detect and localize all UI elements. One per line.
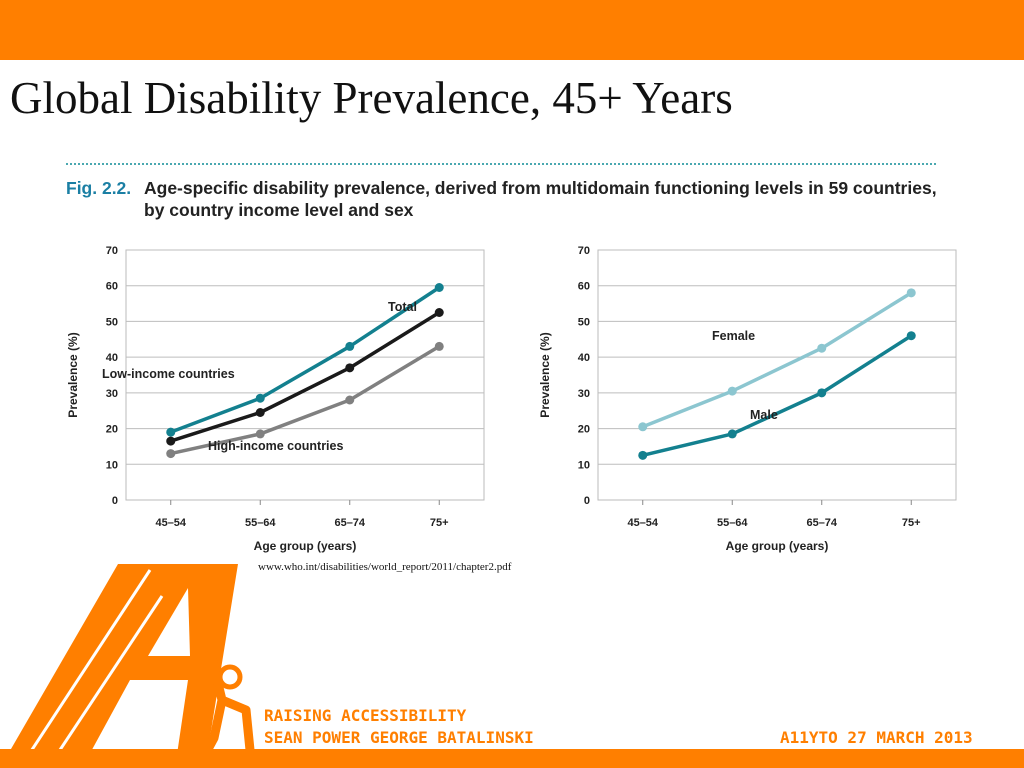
data-point bbox=[345, 363, 355, 373]
y-tick-label: 60 bbox=[106, 281, 118, 293]
source-url: www.who.int/disabilities/world_report/20… bbox=[258, 561, 512, 573]
data-point bbox=[727, 429, 737, 439]
y-tick-label: 70 bbox=[578, 245, 590, 257]
data-point bbox=[166, 427, 176, 437]
data-point bbox=[345, 395, 355, 405]
y-tick-label: 20 bbox=[106, 424, 118, 436]
data-point bbox=[255, 429, 265, 439]
data-point bbox=[638, 422, 648, 432]
figure-caption-text: Age-specific disability prevalence, deri… bbox=[144, 178, 937, 220]
data-point bbox=[434, 308, 444, 317]
x-axis-label: Age group (years) bbox=[254, 539, 357, 553]
figure-number: Fig. 2.2. bbox=[66, 178, 132, 198]
x-tick-label: 45–54 bbox=[155, 517, 186, 529]
y-tick-label: 40 bbox=[578, 352, 590, 364]
data-point bbox=[345, 341, 355, 351]
y-axis-label: Prevalence (%) bbox=[66, 332, 80, 417]
data-point bbox=[434, 341, 444, 351]
x-tick-label: 75+ bbox=[902, 517, 921, 529]
series-label: Total bbox=[388, 300, 417, 314]
y-axis-label: Prevalence (%) bbox=[538, 332, 552, 417]
footer-event-date: A11YTO 27 MARCH 2013 bbox=[780, 728, 973, 747]
y-tick-label: 30 bbox=[106, 388, 118, 400]
figure-divider bbox=[66, 163, 936, 165]
data-point bbox=[638, 450, 648, 460]
data-point bbox=[255, 408, 265, 417]
y-tick-label: 10 bbox=[578, 459, 590, 471]
series-label: Low-income countries bbox=[102, 367, 235, 381]
series-label: High-income countries bbox=[208, 439, 343, 453]
data-point bbox=[906, 331, 916, 341]
chart-sex: 0 10 20 30 40 50 60 70 45–54 55–64 65–74 75+ Age gro… bbox=[538, 245, 957, 553]
data-point bbox=[255, 393, 265, 403]
y-tick-label: 60 bbox=[578, 281, 590, 293]
series-line bbox=[642, 291, 913, 429]
accessibility-a-logo-icon bbox=[0, 564, 255, 768]
x-axis-label: Age group (years) bbox=[726, 539, 829, 553]
y-tick-label: 10 bbox=[106, 459, 118, 471]
x-tick-label: 45–54 bbox=[627, 517, 658, 529]
series-line bbox=[642, 334, 913, 458]
series-line bbox=[170, 344, 441, 456]
plot-area bbox=[597, 249, 957, 501]
figure-caption: Fig. 2.2. Age-specific disability preval… bbox=[66, 177, 946, 221]
data-point bbox=[727, 386, 737, 396]
y-tick-label: 20 bbox=[578, 424, 590, 436]
top-accent-bar bbox=[0, 0, 1024, 60]
data-point bbox=[434, 283, 444, 292]
y-tick-label: 30 bbox=[578, 388, 590, 400]
x-tick-label: 75+ bbox=[430, 517, 449, 529]
data-point bbox=[906, 288, 916, 298]
data-point bbox=[166, 436, 176, 446]
data-point bbox=[166, 449, 176, 459]
x-tick-label: 55–64 bbox=[245, 517, 276, 529]
data-point bbox=[817, 388, 827, 398]
x-tick-label: 55–64 bbox=[717, 517, 748, 529]
slide-title: Global Disability Prevalence, 45+ Years bbox=[10, 73, 733, 123]
series-label: Female bbox=[712, 329, 755, 343]
series-line bbox=[170, 286, 441, 434]
data-point bbox=[817, 343, 827, 353]
bottom-accent-bar bbox=[0, 749, 1024, 768]
y-tick-label: 0 bbox=[112, 495, 118, 507]
x-tick-label: 65–74 bbox=[334, 517, 365, 529]
series-line bbox=[170, 311, 441, 443]
y-tick-label: 0 bbox=[584, 495, 590, 507]
x-tick-label: 65–74 bbox=[806, 517, 837, 529]
series-label: Male bbox=[750, 408, 778, 422]
y-tick-label: 40 bbox=[106, 352, 118, 364]
y-tick-label: 50 bbox=[578, 316, 590, 328]
footer-authors: SEAN POWER GEORGE BATALINSKI bbox=[264, 728, 534, 747]
footer-title: RAISING ACCESSIBILITY bbox=[264, 706, 467, 725]
y-tick-label: 50 bbox=[106, 316, 118, 328]
plot-area bbox=[125, 249, 485, 501]
y-tick-label: 70 bbox=[106, 245, 118, 257]
chart-income-level: 0 10 20 30 40 50 60 70 45–54 55–64 65–74 75+ Age gro… bbox=[66, 245, 485, 553]
